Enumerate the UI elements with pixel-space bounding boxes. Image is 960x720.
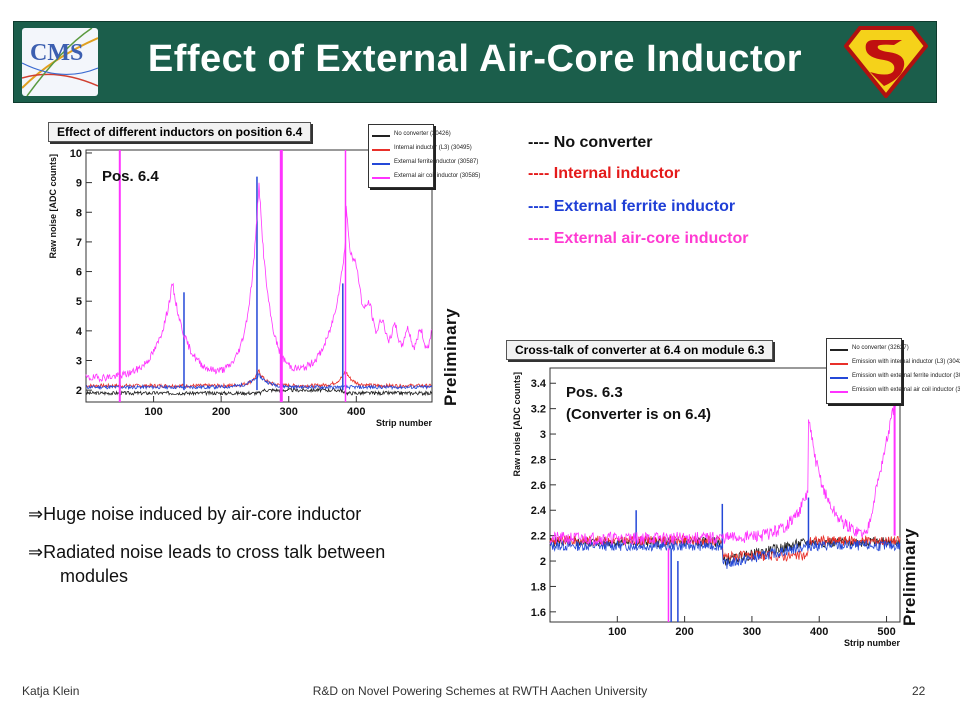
series-ferrite: [549, 539, 901, 569]
legend-swatch: [830, 363, 848, 365]
legend-label: No converter (30426): [394, 131, 451, 137]
legend-swatch: [372, 163, 390, 165]
x-tick-label: 200: [675, 626, 693, 638]
legend-label: Internal inductor (L3) (30495): [394, 145, 472, 151]
plot-pos-6-3: 1.6 1.8 2 2.2 2.4 2.6 2.8 3 3.2 3.4 100 200 300 400 50…: [500, 338, 960, 656]
x-tick-label: 100: [144, 406, 162, 418]
y-tick-label: 9: [76, 178, 82, 190]
bullet-2: ⇒Radiated noise leads to cross talk betw…: [28, 540, 385, 588]
y-tick-label: 2.8: [531, 454, 546, 466]
y-axis-label: Raw noise [ADC counts]: [512, 372, 522, 477]
key-no-converter: ---- No converter: [528, 134, 653, 151]
plot-frame: [85, 149, 433, 403]
plot-frame: [549, 367, 901, 623]
plot2-preliminary: Preliminary: [900, 527, 919, 626]
y-tick-label: 8: [76, 207, 82, 219]
x-tick-label: 200: [212, 406, 230, 418]
bullet-1-text: Huge noise induced by air-core inductor: [43, 504, 362, 524]
legend-entry: No converter (32627): [830, 345, 909, 355]
cms-logo: CMS: [22, 28, 98, 96]
y-tick-label: 5: [76, 296, 82, 308]
bullet-2-text: Radiated noise leads to cross talk betwe…: [43, 542, 386, 562]
plot1-title: Effect of different inductors on positio…: [48, 122, 312, 142]
y-tick-label: 2.4: [531, 505, 547, 517]
y-tick-label: 4: [76, 326, 83, 338]
y-tick-label: 3: [540, 429, 546, 441]
series-internal: [85, 368, 433, 389]
legend-swatch: [830, 349, 848, 351]
legend-entry: Internal inductor (L3) (30495): [372, 145, 472, 155]
plot2-title: Cross-talk of converter at 6.4 on module…: [506, 340, 774, 360]
bullet-1: ⇒Huge noise induced by air-core inductor: [28, 502, 361, 526]
legend-swatch: [372, 149, 390, 151]
y-tick-label: 1.6: [531, 607, 546, 619]
key-external-air-core: ---- External air-core inductor: [528, 230, 749, 247]
plot1-preliminary: Preliminary: [441, 307, 460, 406]
legend-entry: External air coil inductor (30585): [372, 173, 480, 183]
legend-swatch: [372, 177, 390, 179]
y-tick-label: 2: [540, 556, 546, 568]
bullet-arrow-icon: ⇒: [28, 542, 44, 562]
legend-swatch: [372, 135, 390, 137]
legend-entry: Emission with internal inductor (L3) (30…: [830, 359, 960, 369]
y-tick-label: 10: [70, 148, 82, 160]
y-tick-label: 3.2: [531, 404, 546, 416]
legend-entry: No converter (30426): [372, 131, 451, 141]
y-tick-label: 2.2: [531, 531, 546, 543]
plot1-canvas: 2 3 4 5 6 7 8 9 10 100 200 300 400 Strip number Raw no…: [48, 148, 433, 428]
plot2-canvas: 1.6 1.8 2 2.2 2.4 2.6 2.8 3 3.2 3.4 100 200 300 400 50…: [512, 367, 901, 648]
key-external-ferrite: ---- External ferrite inductor: [528, 198, 736, 215]
x-tick-label: 100: [608, 626, 626, 638]
y-tick-label: 2.6: [531, 480, 546, 492]
series-ferrite: [85, 373, 433, 391]
legend-swatch: [830, 391, 848, 393]
plot-pos-6-4: 2 3 4 5 6 7 8 9 10 100 200 300 400 Strip number Raw no…: [38, 118, 480, 436]
plot2-position-label: Pos. 6.3 (Converter is on 6.4): [566, 382, 711, 426]
series-air-core: [85, 182, 433, 383]
x-tick-label: 500: [877, 626, 895, 638]
plot1-legend: No converter (30426) Internal inductor (L…: [368, 124, 480, 188]
series-air-core: [549, 375, 901, 546]
legend-label: External ferrite inductor (30587): [394, 159, 479, 165]
superman-shield-logo: [843, 26, 929, 100]
x-axis-label: Strip number: [844, 638, 901, 648]
legend-label: No converter (32627): [852, 345, 909, 351]
y-axis-label: Raw noise [ADC counts]: [48, 154, 58, 259]
title-bar: CMS Effect of External Air-Core Inductor: [13, 21, 937, 103]
legend-entry: Emission with external air coil inductor…: [830, 387, 960, 397]
x-tick-label: 400: [347, 406, 365, 418]
y-tick-label: 2: [76, 385, 82, 397]
x-tick-label: 300: [743, 626, 761, 638]
x-tick-label: 300: [280, 406, 298, 418]
key-internal-inductor: ---- Internal inductor: [528, 165, 680, 182]
legend-entry: Emission with external ferrite inductor …: [830, 373, 960, 383]
footer-talk-title: R&D on Novel Powering Schemes at RWTH Aa…: [312, 684, 648, 698]
bullet-2-continuation: modules: [60, 566, 129, 586]
plot2-legend: No converter (32627) Emission with intern…: [826, 338, 960, 404]
legend-swatch: [830, 377, 848, 379]
series-internal: [549, 534, 901, 562]
cms-logo-text: CMS: [30, 40, 83, 66]
legend-label: External air coil inductor (30585): [394, 173, 481, 179]
legend-label: Emission with internal inductor (L3) (30…: [852, 359, 960, 365]
x-axis-label: Strip number: [376, 418, 433, 428]
y-tick-label: 7: [76, 237, 82, 249]
footer-author: Katja Klein: [22, 684, 80, 698]
legend-label: Emission with external air coil inductor…: [852, 387, 960, 393]
y-tick-label: 6: [76, 267, 82, 279]
plot2-position-line1: Pos. 6.3: [566, 384, 623, 401]
y-tick-label: 1.8: [531, 581, 546, 593]
legend-label: Emission with external ferrite inductor …: [852, 373, 960, 379]
legend-entry: External ferrite inductor (30587): [372, 159, 478, 169]
bullet-arrow-icon: ⇒: [28, 504, 44, 524]
page-title: Effect of External Air-Core Inductor: [147, 38, 803, 80]
y-tick-label: 3: [76, 355, 82, 367]
y-tick-label: 3.4: [531, 378, 547, 390]
plot2-position-line2: (Converter is on 6.4): [566, 406, 712, 423]
footer-page-number: 22: [912, 684, 926, 698]
plot1-position-label: Pos. 6.4: [102, 168, 159, 185]
series-no-converter: [85, 387, 433, 397]
x-tick-label: 400: [810, 626, 828, 638]
